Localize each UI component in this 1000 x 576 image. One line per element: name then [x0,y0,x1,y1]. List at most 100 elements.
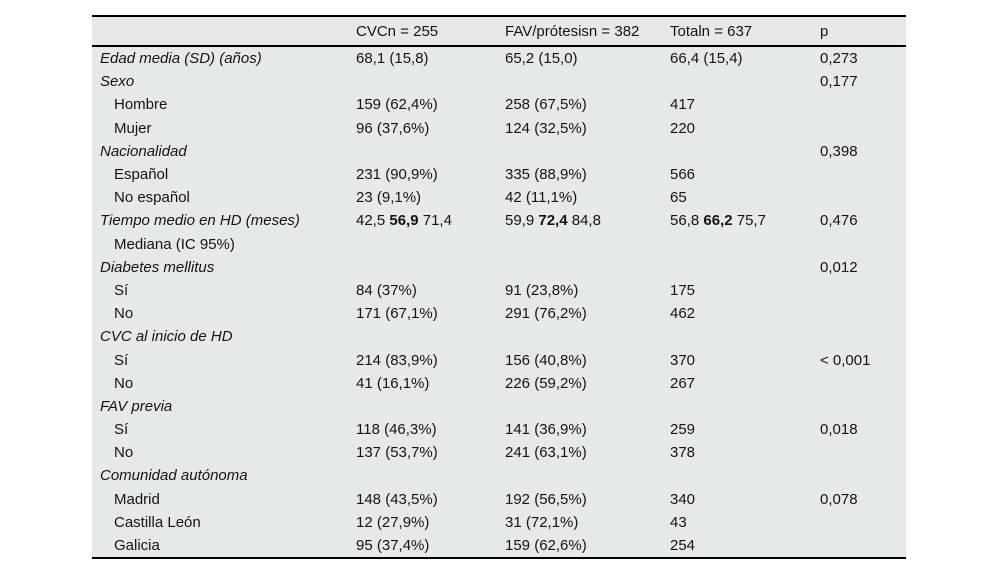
table-row: No 137 (53,7%) 241 (63,1%) 378 [92,441,906,464]
row-label: Sexo [100,73,135,91]
row-label: Madrid [114,490,160,508]
row-label: Sí [114,351,129,369]
fav-protesis-value: 59,9 72,4 84,8 [505,212,601,230]
cvc-value: 148 (43,5%) [356,490,438,508]
total-value: 259 [670,421,696,439]
table-row: No 41 (16,1%) 226 (59,2%) 267 [92,372,906,395]
table-row: Sí 118 (46,3%) 141 (36,9%) 259 0,018 [92,418,906,441]
table-row: CVC al inicio de HD [92,325,906,348]
table-row: Tiempo medio en HD (meses) 42,5 56,9 71,… [92,209,906,232]
patient-characteristics-table: CVCn = 255 FAV/prótesisn = 382 Totaln = … [92,15,906,560]
table-row: Mujer 96 (37,6%) 124 (32,5%) 220 [92,117,906,140]
table-row: FAV previa [92,395,906,418]
row-label: Sí [114,281,129,299]
table-row: Diabetes mellitus 0,012 [92,256,906,279]
fav-protesis-value: 65,2 (15,0) [505,50,578,68]
p-value: 0,018 [820,421,858,439]
row-label: No [114,374,134,392]
table-header-row: CVCn = 255 FAV/prótesisn = 382 Totaln = … [92,17,906,47]
fav-protesis-value: 124 (32,5%) [505,119,587,137]
p-value: 0,398 [820,142,858,160]
cvc-value: 171 (67,1%) [356,305,438,323]
p-value: 0,273 [820,50,858,68]
cvc-value: 23 (9,1%) [356,189,422,207]
fav-protesis-value: 156 (40,8%) [505,351,587,369]
fav-protesis-value: 335 (88,9%) [505,166,587,184]
row-label: FAV previa [100,397,173,415]
cvc-value: 95 (37,4%) [356,537,430,555]
table-row: Comunidad autónoma [92,464,906,487]
table-row: Nacionalidad 0,398 [92,140,906,163]
header-p: p [820,22,829,40]
p-value: 0,012 [820,258,858,276]
total-value: 56,8 66,2 75,7 [670,212,766,230]
table-row: Galicia 95 (37,4%) 159 (62,6%) 254 [92,534,906,557]
total-value: 254 [670,537,696,555]
row-label: Español [114,166,169,184]
total-value: 43 [670,513,687,531]
row-label: Hombre [114,96,168,114]
cvc-value: 159 (62,4%) [356,96,438,114]
table-row: Castilla León 12 (27,9%) 31 (72,1%) 43 [92,511,906,534]
total-value: 340 [670,490,696,508]
cvc-value: 214 (83,9%) [356,351,438,369]
table-row: Hombre 159 (62,4%) 258 (67,5%) 417 [92,93,906,116]
total-value: 370 [670,351,696,369]
row-label: Galicia [114,537,160,555]
fav-protesis-value: 91 (23,8%) [505,281,579,299]
total-value: 417 [670,96,696,114]
total-value: 378 [670,444,696,462]
fav-protesis-value: 241 (63,1%) [505,444,587,462]
fav-protesis-value: 258 (67,5%) [505,96,587,114]
table-row: No 171 (67,1%) 291 (76,2%) 462 [92,302,906,325]
table-body: Edad media (SD) (años) 68,1 (15,8) 65,2 … [92,47,906,557]
row-label: Mediana (IC 95%) [114,235,235,253]
p-value: 0,078 [820,490,858,508]
row-label: Diabetes mellitus [100,258,215,276]
row-label: Edad media (SD) (años) [100,50,262,68]
cvc-value: 42,5 56,9 71,4 [356,212,452,230]
fav-protesis-value: 31 (72,1%) [505,513,579,531]
row-label: Tiempo medio en HD (meses) [100,212,300,230]
fav-protesis-value: 291 (76,2%) [505,305,587,323]
table-row: Edad media (SD) (años) 68,1 (15,8) 65,2 … [92,47,906,70]
table-row: Mediana (IC 95%) [92,233,906,256]
header-total: Totaln = 637 [670,22,753,40]
table-row: Sí 214 (83,9%) 156 (40,8%) 370 < 0,001 [92,348,906,371]
cvc-value: 12 (27,9%) [356,513,430,531]
fav-protesis-value: 42 (11,1%) [505,189,578,207]
row-label: No español [114,189,190,207]
fav-protesis-value: 159 (62,6%) [505,537,587,555]
cvc-value: 118 (46,3%) [356,421,437,439]
fav-protesis-value: 141 (36,9%) [505,421,587,439]
row-label: No [114,305,134,323]
row-label: No [114,444,134,462]
cvc-value: 41 (16,1%) [356,374,430,392]
total-value: 267 [670,374,696,392]
total-value: 220 [670,119,696,137]
row-label: CVC al inicio de HD [100,328,233,346]
row-label: Mujer [114,119,152,137]
total-value: 66,4 (15,4) [670,50,743,68]
p-value: 0,476 [820,212,858,230]
total-value: 65 [670,189,687,207]
cvc-value: 68,1 (15,8) [356,50,429,68]
row-label: Sí [114,421,129,439]
cvc-value: 84 (37%) [356,281,417,299]
table-row: No español 23 (9,1%) 42 (11,1%) 65 [92,186,906,209]
table-row: Español 231 (90,9%) 335 (88,9%) 566 [92,163,906,186]
fav-protesis-value: 192 (56,5%) [505,490,587,508]
total-value: 175 [670,281,696,299]
p-value: < 0,001 [820,351,871,369]
row-label: Nacionalidad [100,142,187,160]
cvc-value: 137 (53,7%) [356,444,438,462]
header-cvc: CVCn = 255 [356,22,439,40]
p-value: 0,177 [820,73,858,91]
fav-protesis-value: 226 (59,2%) [505,374,587,392]
total-value: 462 [670,305,696,323]
row-label: Castilla León [114,513,201,531]
cvc-value: 96 (37,6%) [356,119,430,137]
row-label: Comunidad autónoma [100,467,248,485]
table-row: Sexo 0,177 [92,70,906,93]
table-row: Sí 84 (37%) 91 (23,8%) 175 [92,279,906,302]
